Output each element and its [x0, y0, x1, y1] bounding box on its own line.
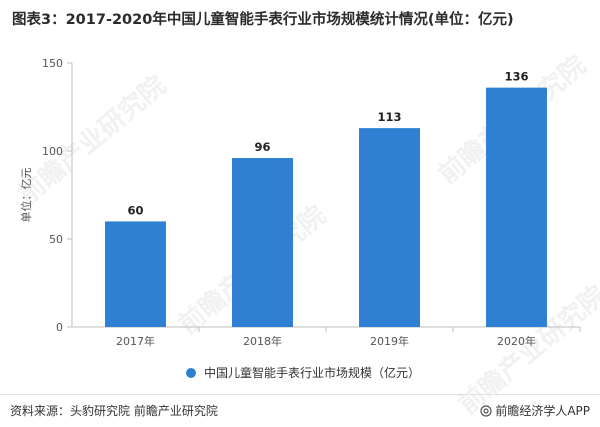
chart-legend: 中国儿童智能手表行业市场规模（亿元） [186, 364, 420, 381]
bar [359, 128, 420, 327]
data-label: 96 [254, 140, 270, 154]
legend-label: 中国儿童智能手表行业市场规模（亿元） [204, 366, 421, 380]
chart-title: 图表3：2017-2020年中国儿童智能手表行业市场规模统计情况(单位：亿元) [12, 12, 514, 28]
data-label: 60 [127, 203, 143, 217]
x-tick-label: 2018年 [243, 334, 282, 348]
x-tick-label: 2017年 [116, 334, 155, 348]
y-tick-label: 0 [56, 321, 63, 334]
brand-label: 前瞻经济学人APP [495, 404, 590, 418]
bar [105, 221, 166, 327]
at-icon [480, 404, 492, 417]
brand-credit: 前瞻经济学人APP [480, 402, 590, 419]
legend-marker [186, 367, 196, 378]
source-note: 资料来源：头豹研究院 前瞻产业研究院 [10, 404, 218, 418]
data-label: 136 [504, 70, 528, 84]
y-tick-label: 150 [42, 57, 63, 70]
bar [232, 158, 293, 327]
y-tick-label: 100 [42, 145, 63, 158]
bar [486, 87, 547, 327]
y-axis-label: 单位：亿元 [19, 168, 33, 223]
footer-divider [0, 394, 600, 395]
x-tick-label: 2019年 [370, 334, 409, 348]
bar-chart: 0 50 100 150 单位：亿元 2017年 60 2018年 96 2019年 113 2020… [19, 57, 581, 348]
data-label: 113 [377, 110, 401, 124]
x-tick-label: 2020年 [497, 334, 536, 348]
y-tick-label: 50 [49, 233, 63, 246]
